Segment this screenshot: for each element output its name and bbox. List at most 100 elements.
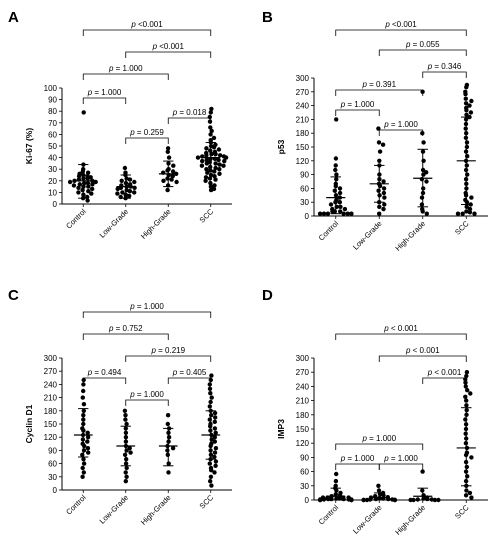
data-point [90, 186, 95, 192]
data-point [124, 448, 129, 453]
data-point [85, 198, 90, 203]
comparison-bracket [335, 333, 467, 340]
data-point [376, 483, 381, 488]
data-point [464, 112, 469, 118]
data-point [208, 184, 214, 189]
y-tick-label: 210 [296, 397, 310, 406]
comparison-bracket [82, 29, 212, 36]
data-point [123, 413, 128, 418]
data-point [208, 399, 213, 405]
data-point [419, 195, 425, 200]
y-tick-label: 60 [300, 184, 309, 193]
data-point [338, 204, 343, 209]
data-point [464, 144, 470, 150]
p-value-label: p <0.001 [384, 20, 417, 29]
data-point [333, 163, 338, 168]
data-point [420, 469, 425, 474]
data-point [207, 114, 212, 120]
data-point [80, 395, 86, 400]
data-point [165, 187, 170, 193]
data-point [200, 158, 205, 164]
data-point [128, 450, 133, 455]
data-point [124, 465, 129, 471]
data-point [209, 128, 214, 134]
p-value-label: p = 0.346 [427, 62, 462, 71]
comparison-bracket [82, 333, 169, 340]
data-point [342, 206, 348, 212]
x-category-label: Control [317, 219, 341, 243]
y-tick-label: 70 [48, 119, 57, 128]
data-point [81, 377, 86, 383]
data-point [381, 190, 387, 196]
panel-letter: B [262, 9, 273, 26]
data-point [161, 178, 166, 183]
data-point [420, 131, 425, 136]
data-point [212, 435, 217, 440]
data-point [455, 211, 461, 216]
y-tick-label: 10 [48, 188, 57, 197]
y-tick-label: 300 [296, 354, 310, 363]
p-value-label: p = 0.259 [129, 128, 164, 137]
y-axis-label: IMP3 [276, 419, 286, 439]
x-category-label: SCC [453, 219, 471, 237]
y-tick-label: 150 [44, 420, 58, 429]
data-point [465, 154, 470, 159]
data-point [464, 209, 469, 214]
y-tick-label: 210 [44, 394, 58, 403]
data-point [464, 200, 470, 205]
y-tick-label: 0 [53, 486, 58, 495]
data-point [361, 497, 366, 503]
data-point [467, 206, 473, 212]
data-point [213, 463, 218, 468]
comparison-bracket [422, 377, 467, 384]
y-tick-label: 60 [48, 130, 57, 139]
data-point [85, 446, 91, 451]
p-value-label: p = 1.000 [361, 434, 396, 443]
data-point [170, 169, 176, 174]
data-point [81, 110, 86, 115]
x-category-label: High-Grade [393, 219, 427, 253]
data-point [345, 211, 350, 216]
chart-panel-d: D 0 30 60 90 120 150 180 210 240 270 300 IMP3 Control… [262, 287, 488, 537]
data-point [464, 488, 469, 493]
y-tick-label: 60 [300, 468, 309, 477]
data-point [208, 479, 213, 484]
comparison-bracket [422, 71, 467, 78]
data-point [223, 155, 229, 160]
p-value-label: p = 0.494 [87, 368, 122, 377]
data-point [207, 417, 212, 422]
y-tick-label: 180 [296, 411, 310, 420]
data-point [337, 200, 342, 205]
data-point [169, 177, 174, 182]
data-point [211, 135, 217, 141]
data-point [338, 209, 343, 214]
data-point [207, 404, 212, 409]
x-category-label: SCC [198, 207, 216, 225]
data-point [376, 188, 381, 193]
data-point [85, 439, 90, 444]
y-tick-label: 20 [48, 177, 57, 186]
data-point [221, 163, 226, 168]
y-tick-label: 30 [300, 482, 309, 491]
data-point [465, 388, 470, 393]
data-point [381, 493, 386, 498]
data-point [380, 142, 386, 147]
data-point [217, 162, 222, 167]
data-point [213, 459, 219, 464]
data-point [207, 382, 212, 387]
data-point [349, 211, 354, 216]
p-value-label: p = 0.018 [172, 108, 207, 117]
data-point [209, 468, 214, 473]
data-point [89, 191, 94, 196]
comparison-bracket [335, 463, 380, 470]
y-tick-label: 300 [44, 354, 58, 363]
data-point [420, 209, 425, 214]
data-point [469, 195, 474, 200]
data-point [421, 158, 426, 163]
data-point [212, 439, 217, 444]
data-point [469, 455, 474, 460]
y-tick-label: 60 [48, 460, 57, 469]
data-point [209, 395, 214, 400]
comparison-bracket [335, 109, 380, 116]
